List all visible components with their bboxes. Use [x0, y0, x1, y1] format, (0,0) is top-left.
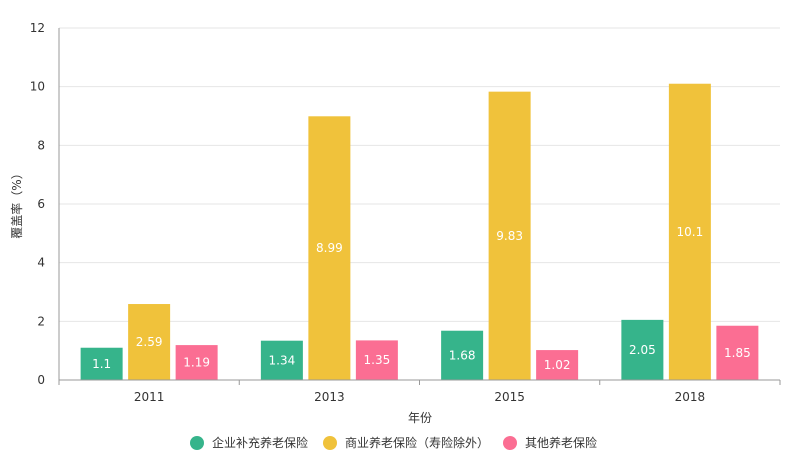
bar-value-label: 8.99 [316, 241, 343, 255]
legend-label: 其他养老保险 [525, 435, 597, 450]
bar [175, 345, 218, 380]
legend-swatch [190, 436, 204, 450]
x-axis-title: 年份 [408, 411, 432, 425]
bar-value-label: 1.35 [364, 353, 391, 367]
x-tick-label: 2011 [134, 390, 165, 404]
legend-label: 企业补充养老保险 [212, 435, 308, 450]
bar-value-label: 1.1 [92, 357, 111, 371]
bar-value-label: 2.05 [629, 343, 656, 357]
bar-value-label: 1.02 [544, 358, 571, 372]
bar [488, 91, 531, 381]
bar-value-label: 9.83 [496, 229, 523, 243]
x-tick-label: 2013 [314, 390, 345, 404]
bar-value-label: 1.68 [449, 348, 476, 362]
y-tick-label: 12 [30, 21, 45, 35]
bar-value-label: 1.34 [269, 353, 296, 367]
bar [260, 340, 303, 380]
bar [621, 319, 664, 380]
y-tick-label: 10 [30, 80, 45, 94]
x-axis: 2011 2013 2015 2018 [58, 28, 781, 404]
bar [128, 304, 171, 380]
bar-value-label: 1.19 [183, 356, 210, 370]
bar-value-label: 10.1 [677, 225, 704, 239]
y-tick-label: 4 [37, 256, 45, 270]
legend: 企业补充养老保险 商业养老保险（寿险除外） 其他养老保险 [190, 435, 597, 450]
bar [536, 350, 579, 380]
bar [308, 116, 351, 380]
y-tick-label: 2 [37, 314, 45, 328]
bar [355, 340, 398, 380]
bar [668, 83, 711, 380]
legend-swatch [323, 436, 337, 450]
x-tick-label: 2018 [675, 390, 706, 404]
bar [80, 347, 123, 380]
bar-value-label: 1.85 [724, 346, 751, 360]
y-tick-label: 8 [37, 138, 45, 152]
legend-label: 商业养老保险（寿险除外） [345, 435, 489, 450]
y-axis-ticks: 0 2 4 6 8 10 12 [30, 21, 45, 387]
bar-value-label: 2.59 [136, 335, 163, 349]
y-axis-title: 覆盖率（%） [9, 167, 24, 238]
bar [716, 325, 759, 380]
legend-swatch [503, 436, 517, 450]
y-tick-label: 0 [37, 373, 45, 387]
bar [441, 330, 484, 380]
y-tick-label: 6 [37, 197, 45, 211]
bars: 1.1 1.34 1.68 2.05 2.59 8.99 9.83 10.1 1.19 1.35 1… [80, 83, 759, 381]
x-tick-label: 2015 [494, 390, 525, 404]
